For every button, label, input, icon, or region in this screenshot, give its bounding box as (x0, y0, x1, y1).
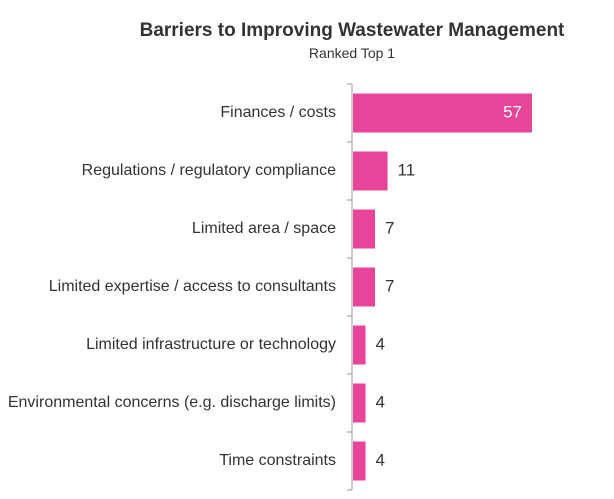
bar (353, 93, 532, 133)
category-label: Time constraints (219, 452, 336, 469)
category-label: Limited infrastructure or technology (86, 336, 336, 353)
category-label: Limited area / space (192, 220, 336, 237)
bar (353, 325, 366, 365)
data-label: 7 (385, 218, 394, 237)
bar (353, 209, 375, 249)
category-label: Regulations / regulatory compliance (82, 162, 336, 179)
data-label: 4 (376, 334, 385, 353)
bar (353, 151, 388, 191)
chart-title: Barriers to Improving Wastewater Managem… (139, 20, 565, 41)
bar (353, 267, 375, 307)
category-label: Limited expertise / access to consultant… (49, 278, 336, 295)
chart-subtitle: Ranked Top 1 (308, 45, 396, 61)
data-label: 11 (398, 160, 416, 179)
data-label: 4 (376, 392, 385, 411)
category-label: Environmental concerns (e.g. discharge l… (8, 394, 336, 411)
data-label: 7 (385, 276, 394, 295)
category-label: Finances / costs (220, 104, 336, 121)
bar (353, 441, 366, 481)
bar (353, 383, 366, 423)
data-label: 4 (376, 450, 385, 469)
data-label: 57 (503, 102, 522, 121)
